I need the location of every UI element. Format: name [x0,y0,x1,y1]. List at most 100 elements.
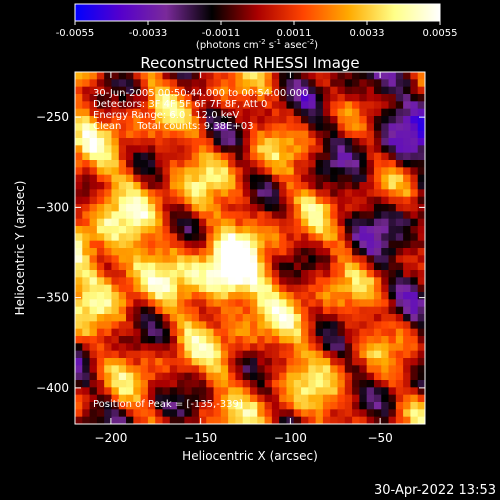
heatmap-cell [111,336,120,344]
heatmap-cell [301,365,309,374]
heatmap-cell [184,314,193,322]
heatmap-cell [301,138,309,146]
heatmap-cell [96,130,105,139]
heatmap-cell [133,365,142,374]
heatmap-cell [162,226,171,234]
heatmap-cell [308,196,317,205]
heatmap-cell [96,284,105,293]
heatmap-cell [169,204,178,212]
heatmap-cell [184,336,193,344]
heatmap-cell [169,358,178,366]
heatmap-cell [279,321,287,330]
heatmap-cell [315,409,324,418]
heatmap-cell [126,343,134,352]
heatmap-cell [337,248,346,256]
heatmap-cell [104,409,112,418]
heatmap-cell [359,160,368,168]
heatmap-cell [82,394,90,403]
heatmap-cell [330,174,338,183]
heatmap-cell [147,211,156,220]
heatmap-cell [388,123,397,132]
heatmap-cell [257,380,265,388]
heatmap-cell [235,321,244,330]
heatmap-cell [140,262,149,271]
heatmap-cell [213,130,222,139]
heatmap-cell [206,211,214,220]
heatmap-cell [366,314,375,322]
heatmap-cell [322,130,331,139]
heatmap-cell [293,336,302,344]
heatmap-cell [410,387,419,396]
heatmap-cell [344,284,353,293]
heatmap-cell [118,218,127,227]
heatmap-cell [111,409,120,418]
heatmap-cell [410,372,419,381]
heatmap-cell [271,130,280,139]
heatmap-cell [155,174,163,183]
heatmap-cell [198,255,207,264]
heatmap-cell [410,130,419,139]
heatmap-cell [417,79,425,88]
heatmap-cell [198,336,207,344]
heatmap-cell [89,409,98,418]
heatmap-cell [118,123,127,132]
heatmap-cell [344,218,353,227]
heatmap-cell [366,262,375,271]
heatmap-cell [264,277,273,286]
heatmap-cell [111,189,120,198]
heatmap-cell [352,196,360,205]
heatmap-cell [184,358,193,366]
heatmap-cell [373,145,382,154]
heatmap-cell [286,336,295,344]
heatmap-cell [388,160,397,168]
heatmap-cell [395,130,404,139]
heatmap-cell [220,387,229,396]
heatmap-cell [337,101,346,110]
annotation-time-range: 30-Jun-2005 00:50:44.000 to 00:54:00.000 [93,88,309,99]
heatmap-cell [111,292,120,300]
heatmap-cell [191,240,200,249]
heatmap-cell [184,292,193,300]
heatmap-cell [359,196,368,205]
heatmap-cell [322,248,331,256]
heatmap-cell [330,292,338,300]
heatmap-cell [410,336,419,344]
heatmap-cell [89,336,98,344]
heatmap-cell [96,196,105,205]
heatmap-cell [315,123,324,132]
heatmap-cell [155,306,163,315]
heatmap-cell [75,116,83,124]
heatmap-cell [169,196,178,205]
heatmap-cell [286,204,295,212]
heatmap-cell [198,270,207,278]
heatmap-cell [359,218,368,227]
heatmap-cell [293,365,302,374]
heatmap-cell [286,108,295,117]
heatmap-cell [198,402,207,410]
heatmap-cell [395,218,404,227]
heatmap-cell [410,343,419,352]
heatmap-cell [206,130,214,139]
heatmap-cell [213,218,222,227]
heatmap-cell [169,240,178,249]
heatmap-cell [293,218,302,227]
heatmap-cell [337,402,346,410]
heatmap-cell [140,196,149,205]
heatmap-cell [133,292,142,300]
heatmap-cell [220,343,229,352]
heatmap-cell [89,314,98,322]
heatmap-cell [286,152,295,161]
heatmap-cell [264,211,273,220]
heatmap-cell [301,145,309,154]
heatmap-cell [220,233,229,242]
heatmap-cell [89,255,98,264]
heatmap-cell [410,145,419,154]
heatmap-cell [126,270,134,278]
heatmap-cell [89,72,98,80]
heatmap-cell [381,226,389,234]
heatmap-cell [184,174,193,183]
heatmap-cell [315,372,324,381]
heatmap-cell [330,365,338,374]
heatmap-cell [242,130,251,139]
heatmap-cell [257,402,265,410]
